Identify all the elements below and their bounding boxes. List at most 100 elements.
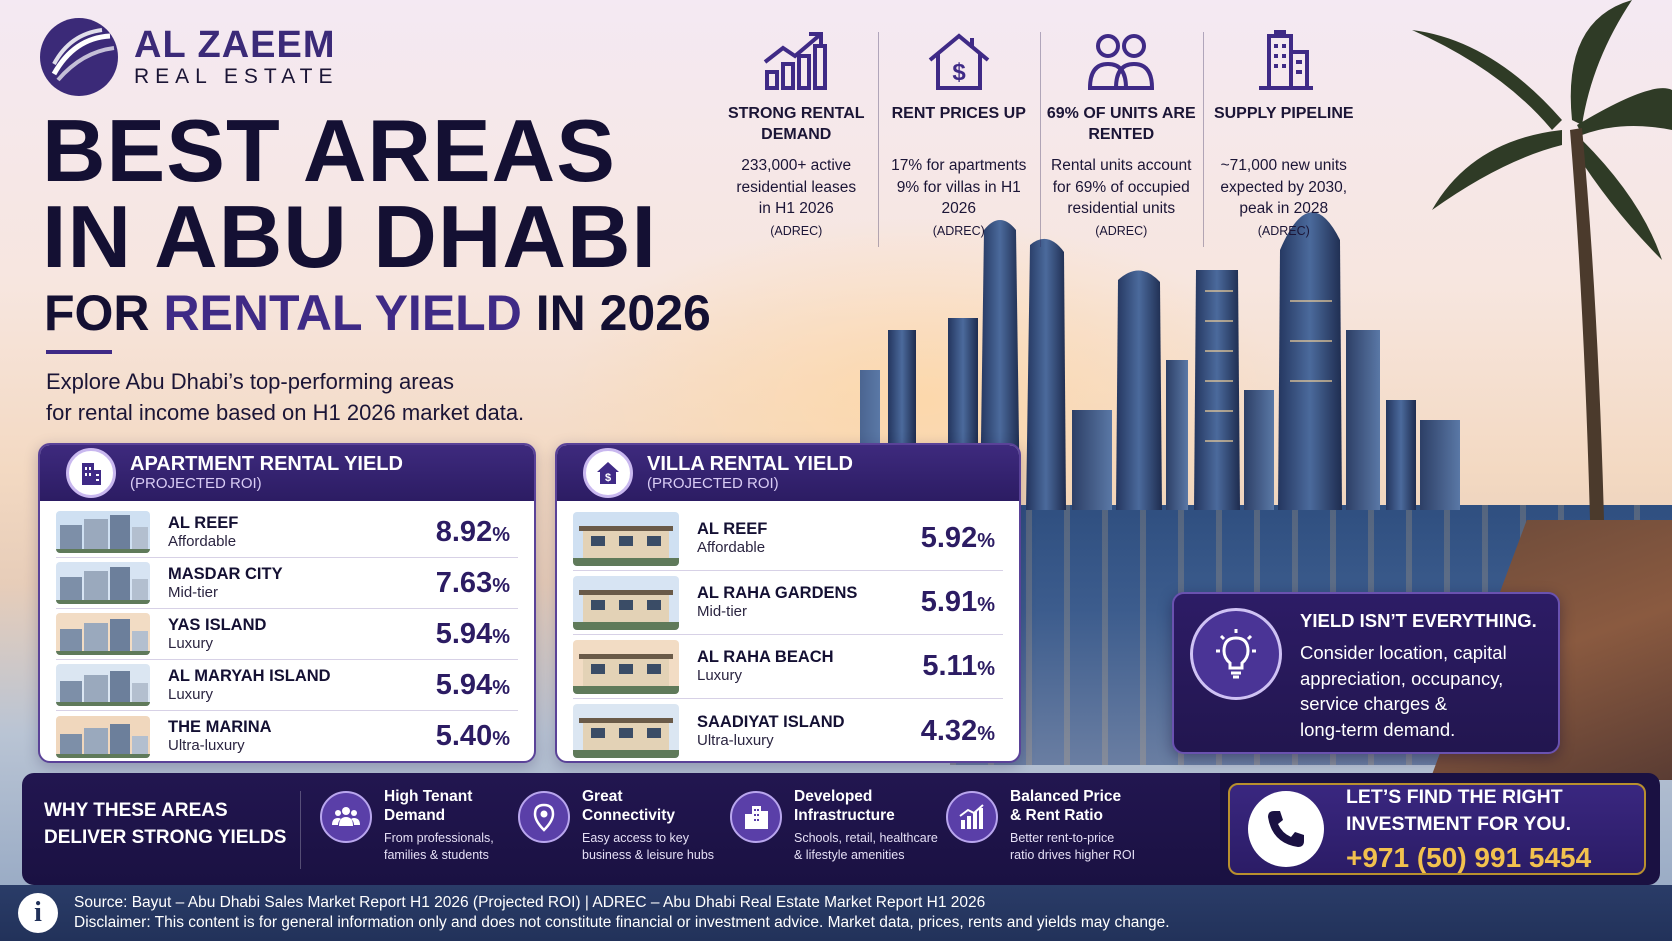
market-stats: STRONG RENTAL DEMAND 233,000+ active res… [715, 30, 1365, 250]
palm-tree-image [1412, 0, 1672, 520]
stat-body: ~71,000 new units expected by 2030, peak… [1220, 157, 1348, 217]
info-icon: i [18, 893, 58, 933]
headline-rule [46, 350, 112, 354]
yield-note-box: YIELD ISN’T EVERYTHING. Consider locatio… [1172, 592, 1560, 754]
area-tier: Ultra-luxury [697, 731, 774, 749]
yield-number: 5.92 [920, 522, 978, 554]
yield-value: 5.94% [436, 618, 518, 651]
headline-line-1: BEST AREAS [42, 101, 616, 200]
svg-text:$: $ [605, 472, 611, 484]
area-name: YAS ISLAND [168, 615, 267, 634]
logo-mark-icon [40, 18, 118, 96]
yield-row: AL REEF Affordable 8.92% [56, 507, 518, 558]
stat-title: SUPPLY PIPELINE [1213, 105, 1354, 122]
svg-text:$: $ [952, 59, 966, 86]
area-name: AL REEF [697, 520, 768, 538]
villa-yield-card: $ VILLA RENTAL YIELD (PROJECTED ROI) AL … [555, 443, 1021, 763]
stat-body: Rental units account for 69% of occupied… [1051, 157, 1192, 217]
villa-photo [573, 639, 679, 694]
contact-cta: LET’S FIND THE RIGHT INVESTMENT FOR YOU.… [1220, 773, 1660, 885]
intro-line-1: Explore Abu Dhabi’s top-performing areas [46, 369, 455, 394]
feature-badge [518, 791, 570, 843]
stat-rent-prices: $ RENT PRICES UP 17% for apartments 9% f… [877, 30, 1041, 250]
intro-text: Explore Abu Dhabi’s top-performing areas… [46, 366, 606, 428]
area-thumbnail [573, 704, 679, 758]
area-info: YAS ISLAND Luxury [150, 616, 436, 653]
city-buildings-icon [745, 806, 768, 829]
card-badge [66, 448, 116, 498]
yield-value: 5.92% [921, 522, 1003, 555]
divider [300, 791, 301, 869]
card-subtitle: (PROJECTED ROI) [130, 475, 262, 492]
area-name: AL MARYAH ISLAND [168, 666, 331, 685]
card-header: $ VILLA RENTAL YIELD (PROJECTED ROI) [557, 445, 1019, 501]
area-tier: Affordable [168, 532, 237, 550]
area-thumbnail [573, 575, 679, 630]
area-tier: Affordable [697, 539, 766, 556]
footer-source: Source: Bayut – Abu Dhabi Sales Market R… [74, 894, 986, 911]
yield-unit: % [492, 676, 510, 699]
yield-value: 5.40% [436, 720, 518, 753]
brand-tagline: REAL ESTATE [134, 65, 339, 88]
card-title: VILLA RENTAL YIELD [647, 453, 853, 475]
feature-body: Schools, retail, healthcare & lifestyle … [794, 831, 938, 862]
stat-title: STRONG RENTAL DEMAND [727, 105, 865, 143]
yield-number: 5.94 [435, 617, 493, 650]
cta-box[interactable]: LET’S FIND THE RIGHT INVESTMENT FOR YOU.… [1228, 783, 1646, 875]
lightbulb-icon [1216, 629, 1256, 679]
area-name: AL RAHA GARDENS [697, 584, 858, 602]
villa-photo [573, 511, 679, 566]
feature-badge [730, 791, 782, 843]
note-body: Consider location, capital appreciation,… [1300, 642, 1507, 740]
area-name: MASDAR CITY [168, 564, 283, 583]
yield-unit: % [492, 574, 510, 597]
feature-title: Balanced Price & Rent Ratio [1010, 788, 1122, 824]
stat-title: 69% OF UNITS ARE RENTED [1046, 105, 1196, 143]
yield-value: 4.32% [921, 715, 1003, 748]
house-dollar-icon: $ [928, 33, 990, 90]
stat-body: 17% for apartments 9% for villas in H1 2… [891, 157, 1027, 217]
note-icon-badge [1190, 608, 1282, 700]
area-tier: Ultra-luxury [168, 737, 245, 754]
headline-suffix: IN 2026 [535, 285, 711, 341]
area-info: AL REEF Affordable [679, 520, 921, 557]
area-name: AL REEF [168, 513, 239, 532]
area-tier: Luxury [168, 634, 214, 652]
phone-badge[interactable] [1248, 791, 1324, 867]
card-header: APARTMENT RENTAL YIELD (PROJECTED ROI) [40, 445, 534, 501]
yield-unit: % [492, 625, 510, 648]
headline-prefix: FOR [44, 285, 150, 341]
area-tier: Mid-tier [168, 583, 219, 601]
stat-units-rented: 69% OF UNITS ARE RENTED Rental units acc… [1040, 30, 1203, 250]
area-info: AL MARYAH ISLAND Luxury [150, 667, 436, 704]
area-info: SAADIYAT ISLAND Ultra-luxury [679, 713, 921, 750]
feature-body: From professionals, families & students [384, 831, 494, 862]
feature-badge [320, 791, 372, 843]
stat-source: (ADREC) [770, 223, 823, 238]
area-thumbnail [56, 664, 150, 706]
stat-body: 233,000+ active residential leases in H1… [736, 157, 857, 217]
area-thumbnail [56, 613, 150, 655]
yield-value: 5.91% [921, 586, 1003, 619]
yield-number: 5.40 [435, 720, 493, 752]
apartment-rows: AL REEF Affordable 8.92% MASDAR CITY Mid-tie… [40, 501, 534, 761]
cta-phone-number[interactable]: +971 (50) 991 5454 [1346, 842, 1592, 873]
headline-line-2: IN ABU DHABI [42, 187, 657, 286]
yield-row: AL REEF Affordable 5.92% [573, 507, 1003, 571]
yield-unit: % [492, 728, 510, 750]
area-info: AL RAHA GARDENS Mid-tier [679, 584, 921, 621]
area-tier: Mid-tier [697, 603, 748, 620]
feature-connectivity: Great Connectivity Easy access to key bu… [518, 787, 714, 864]
yield-row: MASDAR CITY Mid-tier 7.63% [56, 558, 518, 609]
yield-row: AL RAHA BEACH Luxury 5.11% [573, 635, 1003, 699]
headline: BEST AREAS IN ABU DHABI [42, 101, 657, 286]
headline-subline: FOR RENTAL YIELD IN 2026 [44, 286, 711, 340]
yield-number: 7.63 [435, 566, 493, 599]
feature-body: Easy access to key business & leisure hu… [582, 831, 715, 862]
yield-value: 5.94% [436, 669, 518, 702]
yield-row: THE MARINA Ultra-luxury 5.40% [56, 711, 518, 761]
why-heading: WHY THESE AREAS DELIVER STRONG YIELDS [44, 800, 287, 848]
villa-photo [573, 575, 679, 630]
headline-accent: RENTAL YIELD [163, 285, 522, 341]
yield-unit: % [977, 594, 995, 616]
